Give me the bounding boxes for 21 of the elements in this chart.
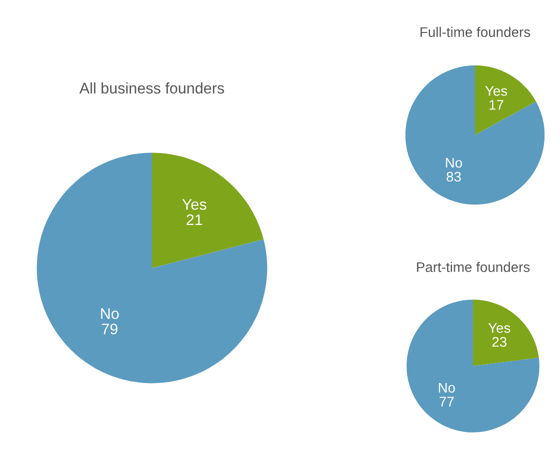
slice-label: Yes (182, 199, 206, 210)
pie-slice (36, 152, 268, 384)
data-label: 83 (446, 172, 461, 182)
pie-slice (406, 300, 540, 432)
chart-title: All business founders (79, 82, 224, 94)
chart-title: Part-time founders (417, 262, 530, 272)
pie-slice (475, 65, 536, 135)
data-label: 23 (492, 336, 506, 347)
data-label: 79 (102, 324, 118, 334)
chart-title: Full-time founders (420, 26, 530, 38)
data-label: 21 (186, 214, 202, 226)
slice-label: No (438, 382, 455, 393)
data-label: 17 (490, 100, 504, 110)
slice-label: No (446, 158, 462, 168)
pie-slice (405, 65, 545, 205)
slice-label: Yes (488, 323, 510, 333)
data-label: 77 (440, 396, 454, 406)
pie-slice (473, 300, 539, 366)
slice-label: Yes (485, 86, 508, 96)
slice-label: No (101, 308, 119, 320)
pie-slice (152, 152, 264, 268)
